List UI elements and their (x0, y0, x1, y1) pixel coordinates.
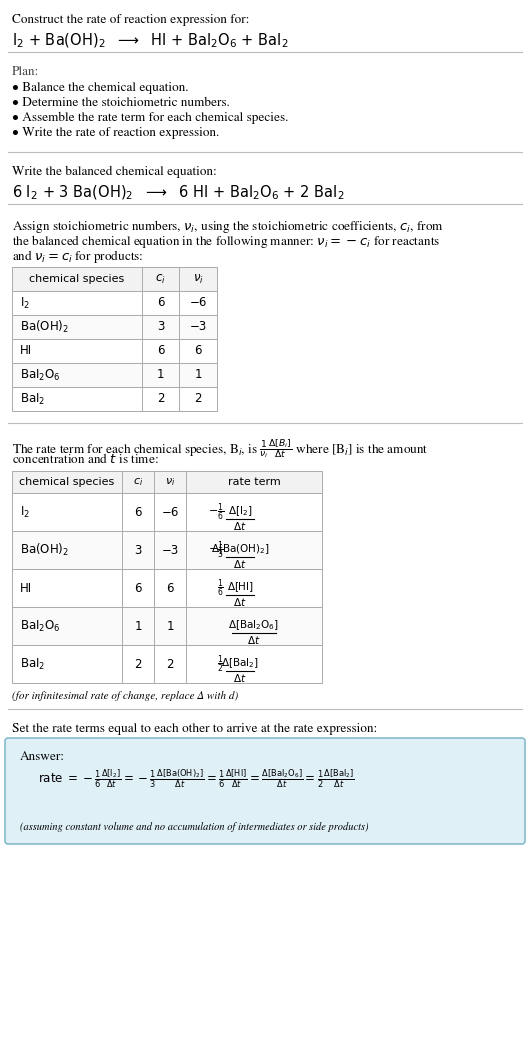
Text: Ba(OH)$_2$: Ba(OH)$_2$ (20, 542, 69, 559)
Text: chemical species: chemical species (20, 477, 114, 487)
Text: −3: −3 (189, 320, 207, 334)
Text: −6: −6 (161, 505, 179, 519)
Text: concentration and $t$ is time:: concentration and $t$ is time: (12, 452, 158, 467)
Text: 3: 3 (134, 544, 142, 556)
Text: 3: 3 (157, 320, 164, 334)
Text: 2: 2 (134, 658, 142, 670)
Text: 1: 1 (134, 619, 142, 633)
Text: $\frac{1}{6}$: $\frac{1}{6}$ (217, 577, 224, 598)
Text: Construct the rate of reaction expression for:: Construct the rate of reaction expressio… (12, 14, 250, 26)
Text: chemical species: chemical species (29, 274, 125, 285)
Text: I$_2$: I$_2$ (20, 295, 30, 311)
Text: $\Delta t$: $\Delta t$ (233, 558, 247, 570)
Text: $\Delta$[I$_2$]: $\Delta$[I$_2$] (228, 504, 252, 518)
Text: 2: 2 (195, 392, 202, 406)
Text: HI: HI (20, 582, 32, 594)
Bar (12, 339, 217, 363)
Text: I$_2$ + Ba(OH)$_2$  $\longrightarrow$  HI + BaI$_2$O$_6$ + BaI$_2$: I$_2$ + Ba(OH)$_2$ $\longrightarrow$ HI … (12, 32, 289, 50)
Bar (12, 531, 322, 569)
Text: $-\frac{1}{3}$: $-\frac{1}{3}$ (208, 540, 224, 561)
Text: 1: 1 (166, 619, 174, 633)
Text: • Write the rate of reaction expression.: • Write the rate of reaction expression. (12, 127, 219, 139)
Text: 2: 2 (157, 392, 164, 406)
Text: Plan:: Plan: (12, 66, 39, 77)
Text: BaI$_2$O$_6$: BaI$_2$O$_6$ (20, 618, 60, 634)
Text: BaI$_2$: BaI$_2$ (20, 391, 45, 407)
Text: 2: 2 (166, 658, 174, 670)
Text: Write the balanced chemical equation:: Write the balanced chemical equation: (12, 166, 217, 178)
Text: $c_i$: $c_i$ (133, 476, 143, 487)
Text: $\frac{1}{2}$: $\frac{1}{2}$ (217, 654, 224, 675)
Text: BaI$_2$O$_6$: BaI$_2$O$_6$ (20, 367, 60, 383)
Text: 6: 6 (157, 296, 164, 310)
Text: • Determine the stoichiometric numbers.: • Determine the stoichiometric numbers. (12, 97, 229, 109)
Bar (12, 363, 217, 387)
Bar (12, 291, 217, 315)
Text: $\Delta$[HI]: $\Delta$[HI] (226, 581, 253, 594)
Text: 6 I$_2$ + 3 Ba(OH)$_2$  $\longrightarrow$  6 HI + BaI$_2$O$_6$ + 2 BaI$_2$: 6 I$_2$ + 3 Ba(OH)$_2$ $\longrightarrow$… (12, 184, 344, 202)
Text: 1: 1 (195, 368, 202, 382)
FancyBboxPatch shape (5, 738, 525, 844)
Text: rate term: rate term (227, 477, 280, 487)
Text: $\nu_i$: $\nu_i$ (165, 476, 175, 487)
Text: $\Delta$[BaI$_2$]: $\Delta$[BaI$_2$] (221, 656, 259, 670)
Text: Assign stoichiometric numbers, $\nu_i$, using the stoichiometric coefficients, $: Assign stoichiometric numbers, $\nu_i$, … (12, 218, 444, 235)
Text: Set the rate terms equal to each other to arrive at the rate expression:: Set the rate terms equal to each other t… (12, 723, 377, 735)
Text: • Balance the chemical equation.: • Balance the chemical equation. (12, 82, 189, 94)
Text: −6: −6 (189, 296, 207, 310)
Bar (12, 387, 217, 411)
Text: $\Delta$[Ba(OH)$_2$]: $\Delta$[Ba(OH)$_2$] (210, 542, 269, 556)
Bar (12, 471, 322, 493)
Text: 6: 6 (134, 505, 142, 519)
Text: (for infinitesimal rate of change, replace Δ with d): (for infinitesimal rate of change, repla… (12, 691, 238, 701)
Text: $\Delta t$: $\Delta t$ (233, 520, 247, 532)
Text: and $\nu_i = c_i$ for products:: and $\nu_i = c_i$ for products: (12, 248, 144, 265)
Text: (assuming constant volume and no accumulation of intermediates or side products): (assuming constant volume and no accumul… (20, 822, 368, 832)
Text: 6: 6 (195, 344, 202, 358)
Text: 6: 6 (134, 582, 142, 594)
Bar (12, 569, 322, 607)
Text: 6: 6 (157, 344, 164, 358)
Bar (12, 493, 322, 531)
Text: $c_i$: $c_i$ (155, 272, 166, 286)
Text: $\Delta t$: $\Delta t$ (248, 634, 261, 646)
Bar (12, 607, 322, 645)
Text: $-\frac{1}{6}$: $-\frac{1}{6}$ (208, 501, 224, 523)
Text: BaI$_2$: BaI$_2$ (20, 657, 45, 672)
Text: 6: 6 (166, 582, 174, 594)
Text: Ba(OH)$_2$: Ba(OH)$_2$ (20, 319, 69, 335)
Bar (12, 315, 217, 339)
Text: rate $= -\frac{1}{6}\frac{\Delta[\mathrm{I}_2]}{\Delta t} = -\frac{1}{3}\frac{\D: rate $= -\frac{1}{6}\frac{\Delta[\mathrm… (38, 768, 355, 790)
Text: $\Delta t$: $\Delta t$ (233, 596, 247, 608)
Bar (12, 645, 322, 683)
Text: −3: −3 (161, 544, 179, 556)
Text: • Assemble the rate term for each chemical species.: • Assemble the rate term for each chemic… (12, 112, 288, 124)
Text: $\Delta t$: $\Delta t$ (233, 672, 247, 684)
Text: I$_2$: I$_2$ (20, 504, 30, 520)
Text: $\nu_i$: $\nu_i$ (192, 272, 204, 286)
Text: HI: HI (20, 344, 32, 358)
Text: the balanced chemical equation in the following manner: $\nu_i = -c_i$ for react: the balanced chemical equation in the fo… (12, 233, 440, 250)
Text: 1: 1 (157, 368, 164, 382)
Bar (12, 267, 217, 291)
Text: $\Delta$[BaI$_2$O$_6$]: $\Delta$[BaI$_2$O$_6$] (228, 618, 279, 632)
Text: The rate term for each chemical species, B$_i$, is $\frac{1}{\nu_i}\frac{\Delta[: The rate term for each chemical species,… (12, 437, 429, 460)
Text: Answer:: Answer: (20, 751, 65, 763)
